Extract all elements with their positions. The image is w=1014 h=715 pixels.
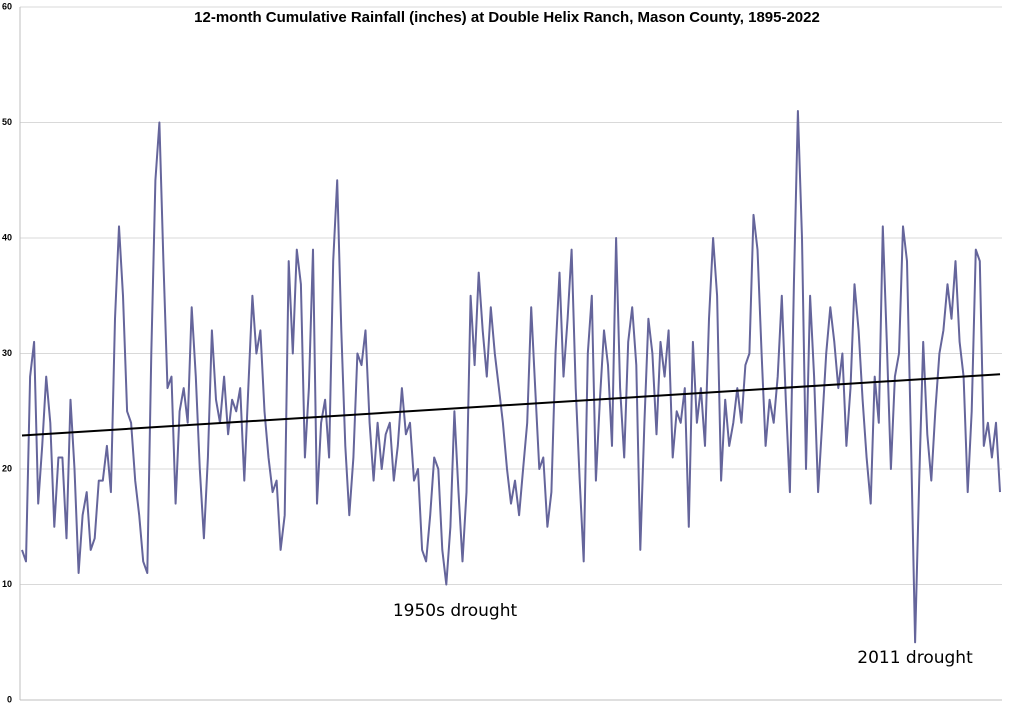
trend-line [21, 373, 1001, 437]
annotation: 1950s drought [393, 601, 518, 621]
rainfall-line [21, 110, 1001, 644]
y-tick-label: 50 [2, 117, 12, 127]
y-tick-label: 20 [2, 463, 12, 473]
y-tick-label: 60 [2, 1, 12, 11]
chart-title: 12-month Cumulative Rainfall (inches) at… [194, 9, 820, 26]
y-tick-label: 30 [2, 348, 12, 358]
annotation: 2011 drought [857, 648, 973, 668]
y-tick-label: 40 [2, 232, 12, 242]
y-tick-label: 0 [7, 694, 12, 704]
y-tick-label: 10 [2, 579, 12, 589]
